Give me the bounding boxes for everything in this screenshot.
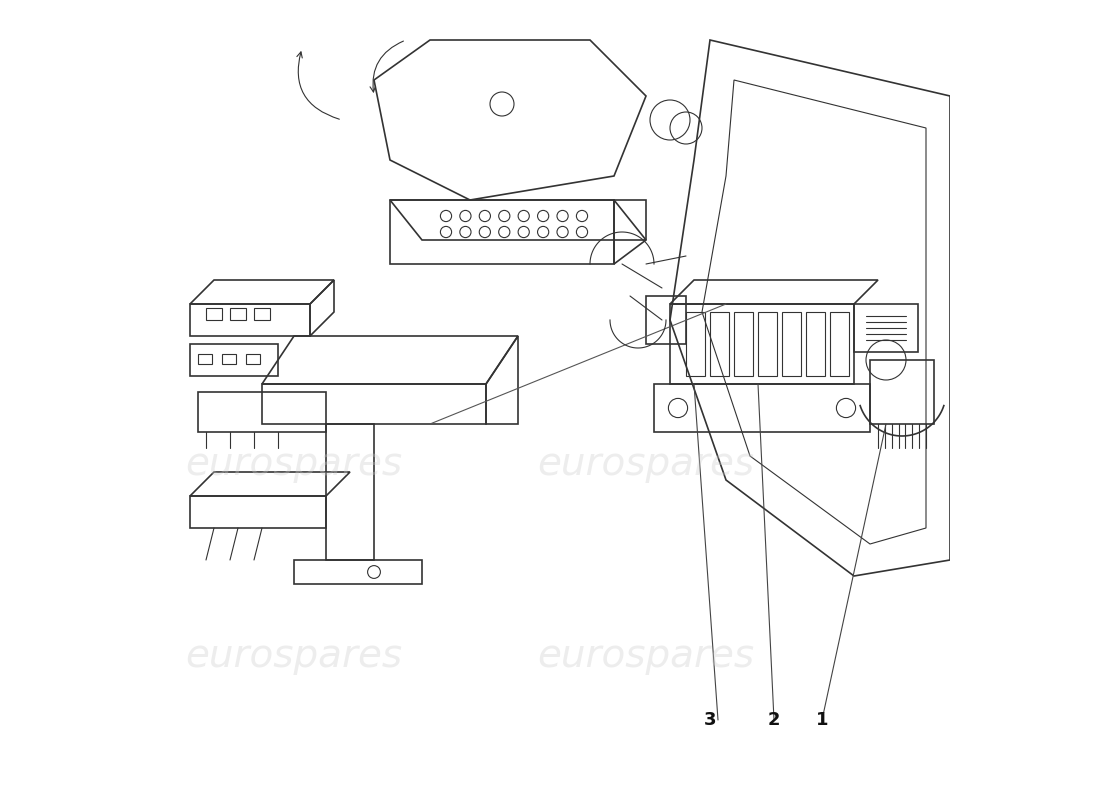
Bar	[686, 312, 705, 376]
Bar	[782, 312, 801, 376]
Bar	[198, 354, 212, 364]
Text: 2: 2	[768, 711, 780, 729]
Bar	[710, 312, 729, 376]
Text: eurospares: eurospares	[538, 637, 755, 675]
Bar	[830, 312, 849, 376]
Bar	[734, 312, 754, 376]
Bar	[206, 308, 222, 320]
Bar	[230, 308, 246, 320]
Text: eurospares: eurospares	[186, 445, 403, 483]
Bar	[246, 354, 261, 364]
Bar	[758, 312, 778, 376]
Text: eurospares: eurospares	[538, 445, 755, 483]
Text: eurospares: eurospares	[186, 637, 403, 675]
Text: 1: 1	[816, 711, 828, 729]
Bar	[806, 312, 825, 376]
Bar	[222, 354, 236, 364]
Bar	[254, 308, 270, 320]
Text: 3: 3	[704, 711, 716, 729]
